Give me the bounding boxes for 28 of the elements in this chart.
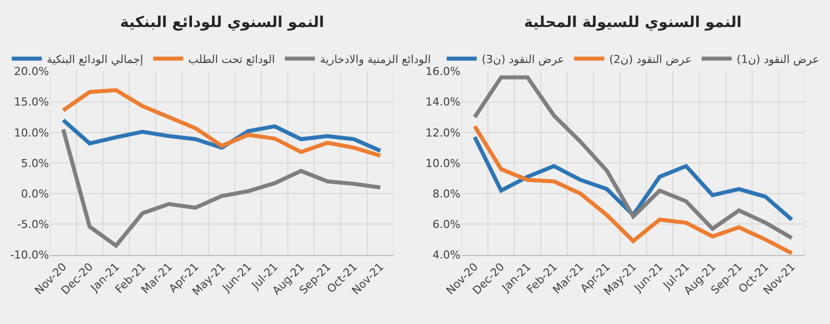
y-tick-label: 12.0% [426,126,460,140]
chart-title: النمو السنوي للودائع البنكية [120,13,324,31]
y-tick-label: 15.0% [14,96,49,109]
y-tick-label: 5.0% [21,156,49,170]
legend-label: الودائع الزمنية والادخارية [320,52,431,66]
legend-label: الودائع تحت الطلب [188,52,275,66]
y-tick-label: -10.0% [10,248,49,262]
line-series [61,118,382,153]
y-tick-label: 0.0% [21,187,49,200]
legend-label: عرض النقود (ن2) [609,52,692,66]
line-series [472,75,794,240]
y-tick-label: 6.0% [432,218,460,232]
y-tick-label: 14.0% [426,96,460,109]
y-tick-label: 20.0% [14,65,49,78]
line-series [61,88,382,158]
y-tick-label: 10.0% [426,156,460,170]
legend-label: عرض النقود (ن3) [482,52,564,66]
line-series [61,127,382,248]
y-tick-label: 16.0% [426,65,460,78]
y-tick-label: 10.0% [14,126,49,140]
legend-label: إجمالي الودائع البنكية [46,52,144,66]
line-series [472,134,794,222]
line-series [472,124,794,255]
legend-label: عرض النقود (ن1) [736,52,820,66]
chart-title: النمو السنوي للسيولة المحلية [524,13,742,31]
y-tick-label: 8.0% [432,187,460,200]
y-tick-label: -5.0% [17,218,49,232]
y-tick-label: 4.0% [432,248,460,262]
